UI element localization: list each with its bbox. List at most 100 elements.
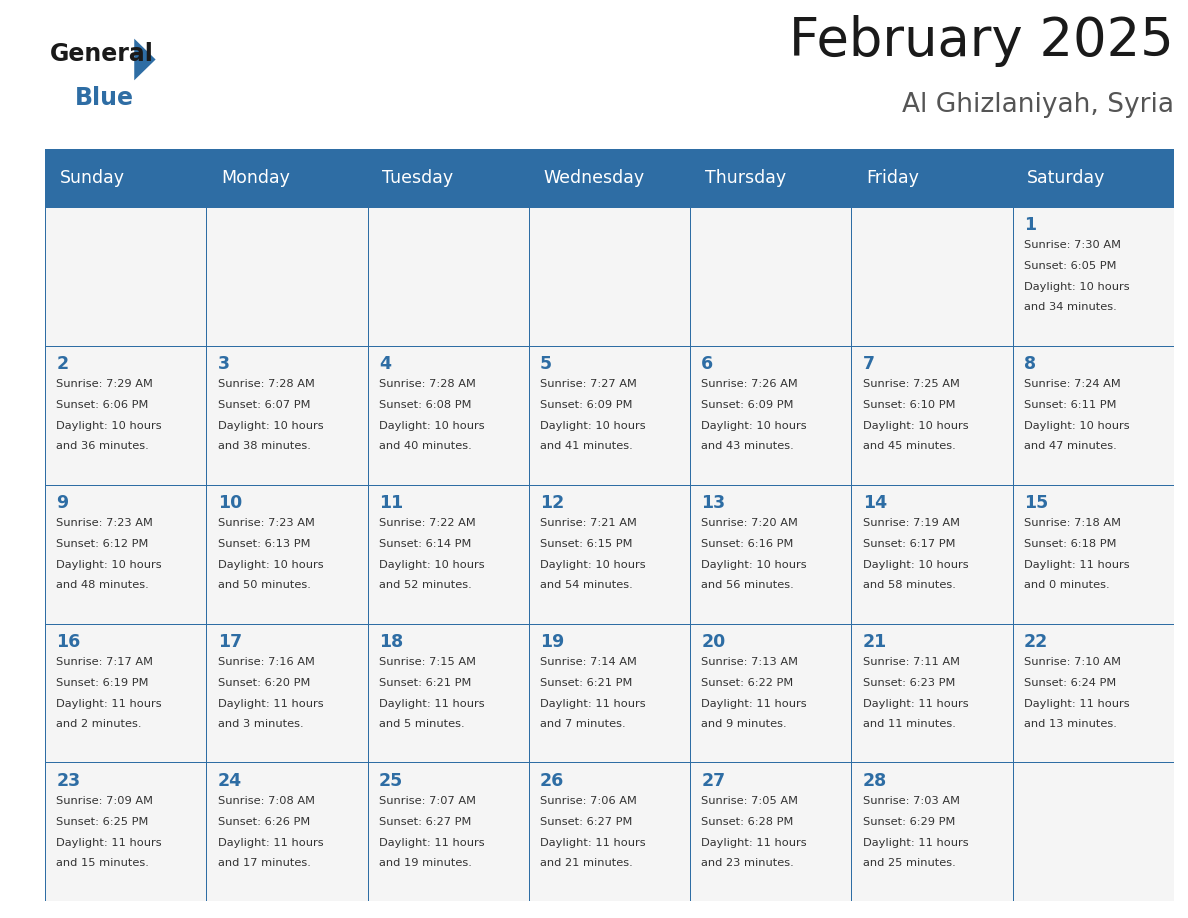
Text: Sunrise: 7:23 AM: Sunrise: 7:23 AM <box>217 518 315 528</box>
Text: Sunset: 6:18 PM: Sunset: 6:18 PM <box>1024 539 1117 549</box>
Text: 21: 21 <box>862 633 886 651</box>
Text: 25: 25 <box>379 772 403 790</box>
Bar <box>529 207 690 345</box>
Bar <box>852 623 1012 763</box>
Text: Daylight: 10 hours: Daylight: 10 hours <box>217 420 323 431</box>
Text: 27: 27 <box>701 772 726 790</box>
Text: Blue: Blue <box>75 86 134 110</box>
Text: 17: 17 <box>217 633 242 651</box>
Text: Daylight: 11 hours: Daylight: 11 hours <box>862 837 968 847</box>
Text: Sunrise: 7:24 AM: Sunrise: 7:24 AM <box>1024 379 1120 389</box>
Text: Sunset: 6:06 PM: Sunset: 6:06 PM <box>57 399 148 409</box>
Text: Sunrise: 7:21 AM: Sunrise: 7:21 AM <box>541 518 637 528</box>
Text: Daylight: 11 hours: Daylight: 11 hours <box>379 837 485 847</box>
Text: and 21 minutes.: and 21 minutes. <box>541 858 633 868</box>
Text: Sunrise: 7:28 AM: Sunrise: 7:28 AM <box>379 379 475 389</box>
Text: Sunset: 6:11 PM: Sunset: 6:11 PM <box>1024 399 1117 409</box>
Text: Wednesday: Wednesday <box>543 169 644 186</box>
Text: 20: 20 <box>701 633 726 651</box>
Text: 22: 22 <box>1024 633 1048 651</box>
Text: 9: 9 <box>57 494 69 512</box>
Text: Sunrise: 7:30 AM: Sunrise: 7:30 AM <box>1024 240 1120 250</box>
Bar <box>45 345 207 485</box>
Text: Daylight: 10 hours: Daylight: 10 hours <box>701 420 807 431</box>
Bar <box>367 345 529 485</box>
Text: 1: 1 <box>1024 217 1036 234</box>
Text: 23: 23 <box>57 772 81 790</box>
Text: and 2 minutes.: and 2 minutes. <box>57 720 141 730</box>
Text: Sunset: 6:08 PM: Sunset: 6:08 PM <box>379 399 472 409</box>
Text: 12: 12 <box>541 494 564 512</box>
Text: and 43 minutes.: and 43 minutes. <box>701 442 794 452</box>
Text: Sunrise: 7:06 AM: Sunrise: 7:06 AM <box>541 796 637 806</box>
Text: Sunset: 6:20 PM: Sunset: 6:20 PM <box>217 677 310 688</box>
Bar <box>45 207 207 345</box>
Text: Sunrise: 7:11 AM: Sunrise: 7:11 AM <box>862 657 960 666</box>
Bar <box>45 623 207 763</box>
Text: 28: 28 <box>862 772 886 790</box>
Text: Sunrise: 7:27 AM: Sunrise: 7:27 AM <box>541 379 637 389</box>
Text: and 47 minutes.: and 47 minutes. <box>1024 442 1117 452</box>
Bar <box>529 345 690 485</box>
Bar <box>690 623 852 763</box>
Text: Sunrise: 7:19 AM: Sunrise: 7:19 AM <box>862 518 960 528</box>
Text: Daylight: 11 hours: Daylight: 11 hours <box>701 837 807 847</box>
Text: and 25 minutes.: and 25 minutes. <box>862 858 955 868</box>
Text: Sunset: 6:16 PM: Sunset: 6:16 PM <box>701 539 794 549</box>
Text: 19: 19 <box>541 633 564 651</box>
Text: Sunrise: 7:18 AM: Sunrise: 7:18 AM <box>1024 518 1120 528</box>
Text: Daylight: 10 hours: Daylight: 10 hours <box>57 560 162 569</box>
Bar <box>690 485 852 623</box>
Text: Sunrise: 7:10 AM: Sunrise: 7:10 AM <box>1024 657 1120 666</box>
Text: 8: 8 <box>1024 355 1036 374</box>
Text: and 7 minutes.: and 7 minutes. <box>541 720 626 730</box>
Text: Sunrise: 7:09 AM: Sunrise: 7:09 AM <box>57 796 153 806</box>
Text: Daylight: 10 hours: Daylight: 10 hours <box>541 560 646 569</box>
Bar <box>1012 763 1174 901</box>
Text: Daylight: 11 hours: Daylight: 11 hours <box>701 699 807 709</box>
Text: Daylight: 11 hours: Daylight: 11 hours <box>541 699 646 709</box>
Text: Sunset: 6:25 PM: Sunset: 6:25 PM <box>57 817 148 827</box>
Text: Sunset: 6:17 PM: Sunset: 6:17 PM <box>862 539 955 549</box>
Bar <box>1012 623 1174 763</box>
Text: Sunset: 6:09 PM: Sunset: 6:09 PM <box>541 399 633 409</box>
Text: Sunrise: 7:13 AM: Sunrise: 7:13 AM <box>701 657 798 666</box>
Text: Sunrise: 7:07 AM: Sunrise: 7:07 AM <box>379 796 476 806</box>
Text: 11: 11 <box>379 494 403 512</box>
Text: Thursday: Thursday <box>704 169 785 186</box>
Bar <box>690 763 852 901</box>
Text: 24: 24 <box>217 772 242 790</box>
Text: Sunset: 6:12 PM: Sunset: 6:12 PM <box>57 539 148 549</box>
Text: Sunrise: 7:17 AM: Sunrise: 7:17 AM <box>57 657 153 666</box>
Text: Sunrise: 7:14 AM: Sunrise: 7:14 AM <box>541 657 637 666</box>
Text: Daylight: 11 hours: Daylight: 11 hours <box>862 699 968 709</box>
Text: Sunrise: 7:28 AM: Sunrise: 7:28 AM <box>217 379 315 389</box>
Bar <box>529 485 690 623</box>
Text: Sunrise: 7:16 AM: Sunrise: 7:16 AM <box>217 657 315 666</box>
Text: and 52 minutes.: and 52 minutes. <box>379 580 472 590</box>
Text: Sunset: 6:10 PM: Sunset: 6:10 PM <box>862 399 955 409</box>
Text: Sunset: 6:05 PM: Sunset: 6:05 PM <box>1024 261 1117 271</box>
Bar <box>852 345 1012 485</box>
Text: Sunset: 6:24 PM: Sunset: 6:24 PM <box>1024 677 1116 688</box>
Bar <box>852 207 1012 345</box>
Text: Sunset: 6:29 PM: Sunset: 6:29 PM <box>862 817 955 827</box>
Bar <box>45 763 207 901</box>
Text: Daylight: 10 hours: Daylight: 10 hours <box>541 420 646 431</box>
Bar <box>207 345 367 485</box>
Text: Sunset: 6:28 PM: Sunset: 6:28 PM <box>701 817 794 827</box>
Bar <box>852 763 1012 901</box>
Text: and 17 minutes.: and 17 minutes. <box>217 858 310 868</box>
Text: Daylight: 11 hours: Daylight: 11 hours <box>1024 699 1130 709</box>
Text: and 13 minutes.: and 13 minutes. <box>1024 720 1117 730</box>
Text: 10: 10 <box>217 494 242 512</box>
Text: Sunset: 6:19 PM: Sunset: 6:19 PM <box>57 677 148 688</box>
Text: and 48 minutes.: and 48 minutes. <box>57 580 150 590</box>
Bar <box>367 763 529 901</box>
Text: Daylight: 10 hours: Daylight: 10 hours <box>379 420 485 431</box>
Text: Sunrise: 7:26 AM: Sunrise: 7:26 AM <box>701 379 798 389</box>
Text: and 5 minutes.: and 5 minutes. <box>379 720 465 730</box>
Text: Sunrise: 7:23 AM: Sunrise: 7:23 AM <box>57 518 153 528</box>
Text: Daylight: 10 hours: Daylight: 10 hours <box>701 560 807 569</box>
Text: and 19 minutes.: and 19 minutes. <box>379 858 472 868</box>
